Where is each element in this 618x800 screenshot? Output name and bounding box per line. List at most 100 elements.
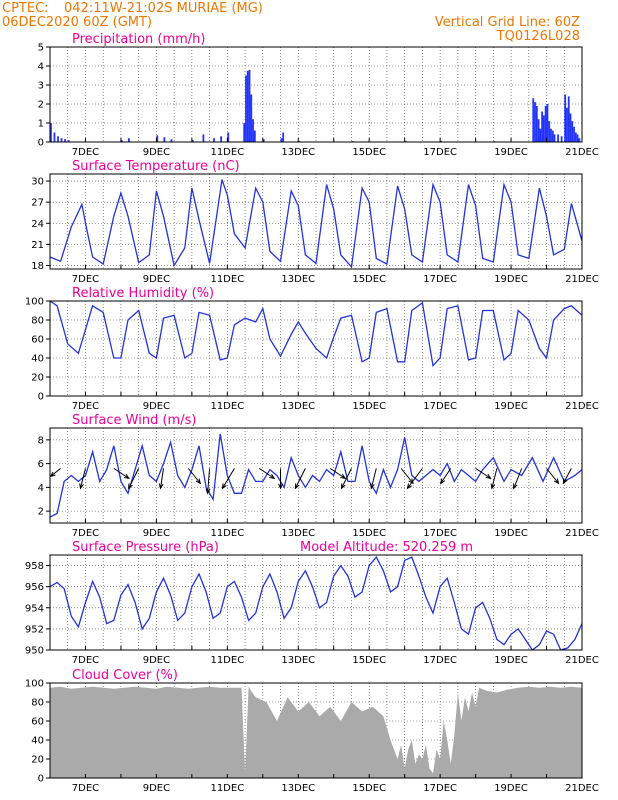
precip-bar xyxy=(50,123,52,142)
x-tick-label: 15DEC xyxy=(352,528,386,539)
precip-bar xyxy=(550,128,552,142)
x-tick-label: 11DEC xyxy=(210,147,244,158)
x-tick-label: 21DEC xyxy=(565,147,599,158)
x-tick-label: 9DEC xyxy=(143,783,170,794)
x-tick-label: 9DEC xyxy=(143,655,170,666)
wind-arrow xyxy=(158,468,164,490)
precip-bar xyxy=(546,104,549,142)
x-tick-label: 15DEC xyxy=(352,783,386,794)
x-tick-label: 7DEC xyxy=(72,274,99,285)
y-tick-label: 950 xyxy=(25,646,44,657)
pressure-panel: 950 952 954 956 958 7DEC 9DEC 11DEC 13DEC 15DEC 17… xyxy=(25,540,599,666)
wind-arrow xyxy=(79,468,86,490)
wind-arrow xyxy=(490,468,498,490)
x-tick-label: 13DEC xyxy=(281,655,315,666)
y-tick-label: 40 xyxy=(31,736,44,747)
x-tick-label: 17DEC xyxy=(423,401,457,412)
x-tick-label: 15DEC xyxy=(352,274,386,285)
x-tick-label: 9DEC xyxy=(143,401,170,412)
x-tick-label: 7DEC xyxy=(72,147,99,158)
temperature-panel: 18 21 24 27 30 7DEC 9DEC 11DEC 13DEC 15DEC 17DEC 19… xyxy=(31,159,599,285)
y-tick-label: 4 xyxy=(38,62,44,73)
precip-bar xyxy=(67,140,70,142)
precip-bar xyxy=(202,134,205,142)
plot-frame xyxy=(49,682,583,779)
humidity-panel: 0 20 40 60 80 100 7DEC 9DEC 11DEC 13DEC 15DEC 17DEC… xyxy=(25,286,599,412)
x-tick-label: 7DEC xyxy=(72,655,99,666)
y-tick-label: 1 xyxy=(38,119,44,130)
precip-bar xyxy=(578,138,581,142)
precip-marks xyxy=(50,69,581,142)
wind-arrow xyxy=(128,468,140,490)
x-tick-label: 9DEC xyxy=(143,528,170,539)
precip-bar xyxy=(566,107,568,142)
precip-bar xyxy=(250,94,253,142)
y-tick-label: 80 xyxy=(31,316,44,327)
x-tick-label: 21DEC xyxy=(565,783,599,794)
y-tick-label: 958 xyxy=(25,561,44,572)
x-tick-label: 19DEC xyxy=(494,274,528,285)
header-model: TQ0126L028 xyxy=(496,29,580,44)
humidity-title: Relative Humidity (%) xyxy=(72,286,214,301)
precip-bar xyxy=(571,121,574,142)
x-tick-label: 17DEC xyxy=(423,528,457,539)
temperature-line xyxy=(50,179,582,269)
y-tick-label: 6 xyxy=(38,459,44,470)
wind-arrow xyxy=(513,468,523,490)
y-tick-label: 60 xyxy=(31,717,44,728)
precip-bar xyxy=(243,123,246,142)
wind-arrow xyxy=(294,468,306,490)
x-tick-label: 11DEC xyxy=(210,655,244,666)
wind-arrow xyxy=(400,468,414,485)
y-tick-label: 952 xyxy=(25,624,44,635)
precip-bar xyxy=(57,136,59,142)
model-altitude: Model Altitude: 520.259 m xyxy=(300,540,473,555)
x-tick-label: 21DEC xyxy=(565,528,599,539)
y-tick-label: 20 xyxy=(31,373,44,384)
x-tick-label: 11DEC xyxy=(210,783,244,794)
wind-arrow xyxy=(340,468,352,490)
wind-arrow xyxy=(113,467,130,480)
x-tick-label: 9DEC xyxy=(143,147,170,158)
wind-arrow xyxy=(258,467,276,480)
header-init-time: 06DEC2020 60Z (GMT) xyxy=(2,15,152,30)
y-tick-label: 3 xyxy=(38,81,44,92)
x-tick-label: 19DEC xyxy=(494,528,528,539)
x-tick-label: 7DEC xyxy=(72,528,99,539)
x-tick-label: 15DEC xyxy=(352,401,386,412)
y-tick-label: 100 xyxy=(25,297,44,308)
x-tick-label: 21DEC xyxy=(565,401,599,412)
y-tick-label: 60 xyxy=(31,335,44,346)
x-tick-label: 7DEC xyxy=(72,783,99,794)
x-tick-label: 11DEC xyxy=(210,528,244,539)
header-location: 042:11W-21:02S MURIAE (MG) xyxy=(64,1,263,16)
cloud-marks xyxy=(50,686,582,778)
wind-marks xyxy=(50,433,582,518)
y-tick-label: 80 xyxy=(31,698,44,709)
wind-arrow xyxy=(205,468,211,495)
plot-frame xyxy=(49,173,583,270)
wind-panel: 2 4 6 8 7DEC 9DEC 11DEC 13DEC 15DEC 17DEC 19DEC 21D… xyxy=(38,413,599,539)
plot-frame xyxy=(49,46,583,143)
y-tick-label: 40 xyxy=(31,354,44,365)
cloud-title: Cloud Cover (%) xyxy=(72,668,178,683)
wind-title: Surface Wind (m/s) xyxy=(72,413,196,428)
precip-bar xyxy=(280,138,283,142)
x-tick-label: 13DEC xyxy=(281,401,315,412)
precip-bar xyxy=(573,126,575,142)
precip-bar xyxy=(262,139,265,142)
wind-arrow xyxy=(187,468,202,485)
precip-bar xyxy=(246,70,249,142)
precip-bar xyxy=(557,134,559,142)
humidity-marks xyxy=(50,301,582,368)
x-tick-label: 21DEC xyxy=(565,655,599,666)
x-tick-label: 11DEC xyxy=(210,274,244,285)
precip-panel: 0 1 2 3 4 5 7DEC 9DEC 11DEC 13DEC 15DEC 17DEC 19DEC 2… xyxy=(38,32,599,158)
cloud-area xyxy=(50,686,582,778)
precip-bar xyxy=(542,115,545,142)
x-tick-label: 13DEC xyxy=(281,147,315,158)
plot-frame xyxy=(49,300,583,397)
precip-bar xyxy=(253,130,256,142)
x-tick-label: 21DEC xyxy=(565,274,599,285)
